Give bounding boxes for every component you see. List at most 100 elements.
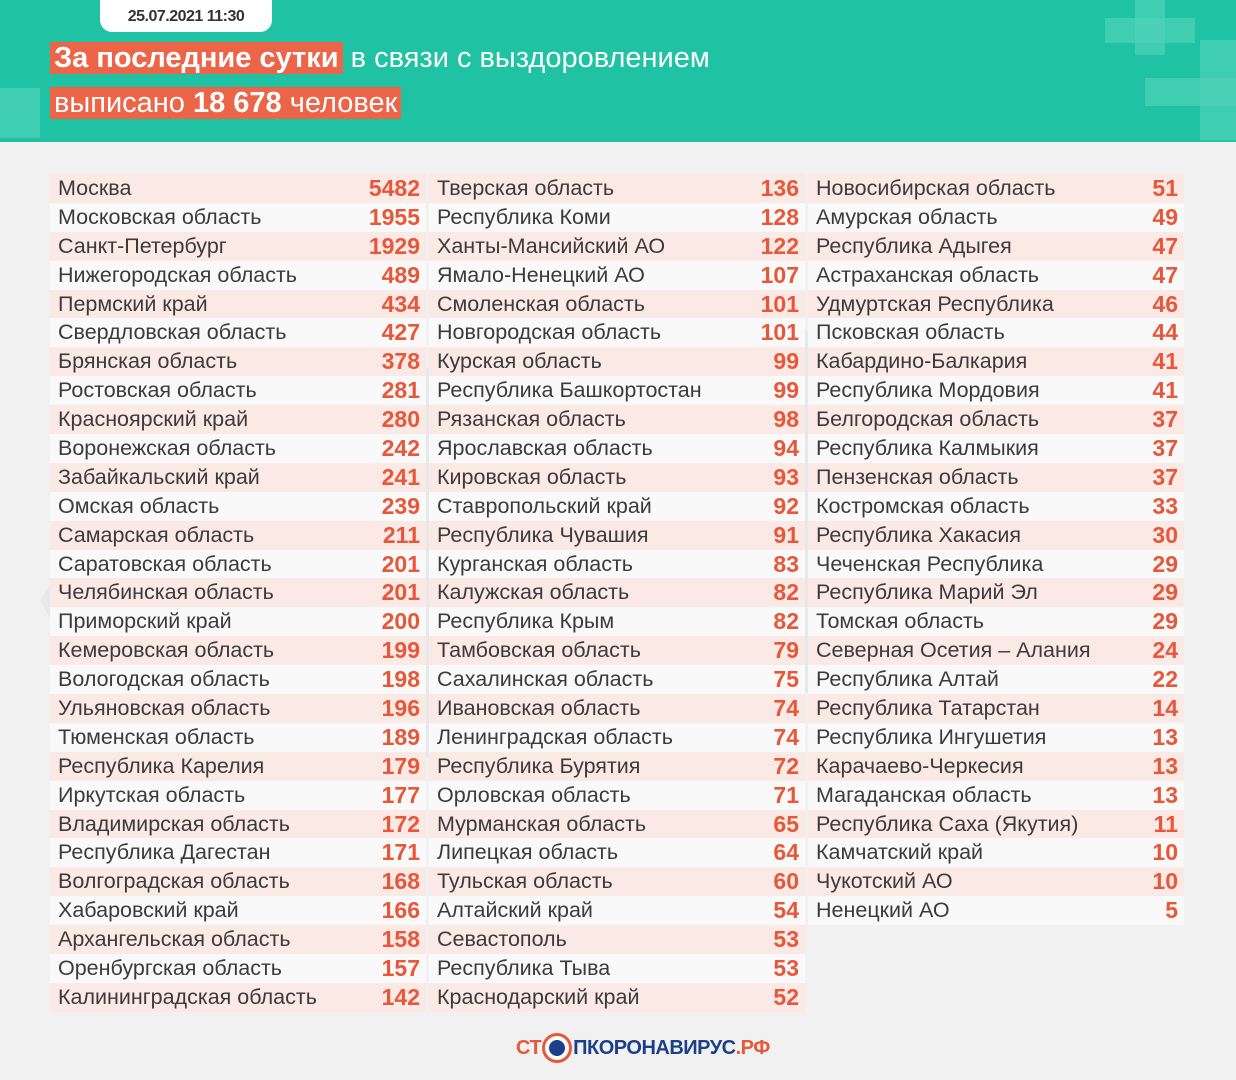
region-name: Приморский край: [58, 609, 232, 634]
region-name: Московская область: [58, 204, 262, 229]
recovered-count: 10: [1152, 839, 1178, 866]
region-name: Свердловская область: [58, 320, 287, 345]
headline-text: в связи с выздоровлением: [342, 42, 710, 74]
recovered-count: 99: [773, 348, 799, 375]
region-name: Липецкая область: [437, 840, 619, 865]
recovered-count: 200: [381, 608, 420, 635]
recovered-count: 37: [1152, 406, 1178, 433]
region-row: Тульская область 60: [429, 867, 805, 897]
region-row: Брянская область 378: [50, 347, 426, 377]
headline-highlight: За последние сутки: [50, 42, 343, 74]
region-row: Тверская область 136: [429, 174, 805, 203]
recovered-count: 158: [381, 926, 420, 953]
region-name: Тамбовская область: [437, 638, 641, 663]
region-name: Чеченская Республика: [816, 551, 1044, 576]
region-name: Волгоградская область: [58, 869, 290, 894]
region-name: Севастополь: [437, 927, 567, 952]
region-name: Калужская область: [437, 580, 630, 605]
region-name: Республика Карелия: [58, 753, 265, 778]
recovered-count: 29: [1152, 579, 1178, 606]
region-name: Астраханская область: [816, 262, 1039, 287]
recovered-count: 33: [1152, 492, 1178, 519]
region-name: Ханты-Мансийский АО: [437, 233, 666, 258]
recovered-count: 53: [773, 926, 799, 953]
region-name: Архангельская область: [58, 927, 291, 952]
region-name: Республика Калмыкия: [816, 435, 1039, 460]
region-row: Республика Марий Эл 29: [808, 578, 1184, 608]
region-name: Республика Марий Эл: [816, 580, 1038, 605]
region-name: Республика Алтай: [816, 667, 999, 692]
region-name: Санкт-Петербург: [58, 233, 227, 258]
recovered-count: 13: [1152, 752, 1178, 779]
total-count: 18 678: [192, 87, 282, 119]
recovered-count: 41: [1152, 377, 1178, 404]
virus-icon: [542, 1033, 573, 1063]
recovered-count: 101: [760, 290, 799, 317]
region-name: Республика Адыгея: [816, 233, 1012, 258]
region-name: Брянская область: [58, 349, 238, 374]
region-row: Калужская область 82: [429, 578, 805, 608]
region-name: Краснодарский край: [437, 984, 640, 1009]
region-row: Липецкая область 64: [429, 838, 805, 868]
region-column-1: Москва 5482 Московская область 1955 Санкт-Пе…: [50, 174, 426, 1012]
region-row: Республика Башкортостан 99: [429, 376, 805, 406]
logo-text: .РФ: [735, 1036, 771, 1059]
region-row: Карачаево-Черкесия 13: [808, 751, 1184, 781]
region-name: Удмуртская Республика: [816, 291, 1054, 316]
recovered-count: 239: [381, 492, 420, 519]
region-row: Красноярский край 280: [50, 405, 426, 435]
region-name: Владимирская область: [58, 811, 290, 836]
recovered-count: 168: [381, 868, 420, 895]
region-name: Республика Мордовия: [816, 378, 1040, 403]
region-row: Хабаровский край 166: [50, 896, 426, 926]
region-row: Тюменская область 189: [50, 722, 426, 752]
region-row: Магаданская область 13: [808, 780, 1184, 810]
recovered-count: 11: [1153, 810, 1178, 837]
region-row: Забайкальский край 241: [50, 462, 426, 492]
region-name: Вологодская область: [58, 667, 270, 692]
region-name: Ленинградская область: [437, 724, 673, 749]
region-row: Санкт-Петербург 1929: [50, 231, 426, 261]
recovered-count: 13: [1152, 781, 1178, 808]
region-name: Республика Дагестан: [58, 840, 271, 865]
recovered-count: 10: [1152, 868, 1178, 895]
region-row: Ульяновская область 196: [50, 694, 426, 723]
region-name: Ямало-Ненецкий АО: [437, 262, 645, 287]
region-row: Оренбургская область 157: [50, 954, 426, 983]
region-name: Ярославская область: [437, 435, 653, 460]
region-row: Ярославская область 94: [429, 434, 805, 463]
region-row: Новгородская область 101: [429, 318, 805, 348]
recovered-count: 142: [381, 983, 420, 1010]
recovered-count: 47: [1152, 261, 1178, 288]
region-name: Чукотский АО: [816, 869, 953, 894]
region-name: Амурская область: [816, 204, 998, 229]
region-name: Кабардино-Балкария: [816, 349, 1028, 374]
region-row: Самарская область 211: [50, 520, 426, 550]
region-name: Мурманская область: [437, 811, 647, 836]
region-name: Кемеровская область: [58, 638, 275, 663]
region-name: Республика Крым: [437, 609, 615, 634]
headline-text: человек: [281, 87, 398, 119]
region-row: Пермский край 434: [50, 289, 426, 319]
region-name: Забайкальский край: [58, 464, 260, 489]
region-row: Сахалинская область 75: [429, 665, 805, 695]
region-name: Алтайский край: [437, 898, 593, 923]
region-row: Ямало-Ненецкий АО 107: [429, 260, 805, 290]
logo-text: СТ: [516, 1036, 542, 1059]
plus-decoration: [1105, 18, 1195, 43]
region-row: Ненецкий АО 5: [808, 896, 1184, 926]
recovered-count: 14: [1152, 694, 1178, 721]
header-banner: 25.07.2021 11:30 За последние сутки в св…: [0, 0, 1236, 142]
region-name: Нижегородская область: [58, 262, 297, 287]
region-name: Самарская область: [58, 522, 255, 547]
region-name: Челябинская область: [58, 580, 274, 605]
recovered-count: 52: [773, 983, 799, 1010]
region-row: Севастополь 53: [429, 925, 805, 955]
region-name: Карачаево-Черкесия: [816, 753, 1024, 778]
region-row: Приморский край 200: [50, 607, 426, 637]
date-label: 25.07.2021 11:30: [100, 0, 272, 32]
recovered-count: 179: [381, 752, 420, 779]
region-name: Республика Саха (Якутия): [816, 811, 1079, 836]
region-row: Кабардино-Балкария 41: [808, 347, 1184, 377]
region-name: Республика Башкортостан: [437, 378, 702, 403]
